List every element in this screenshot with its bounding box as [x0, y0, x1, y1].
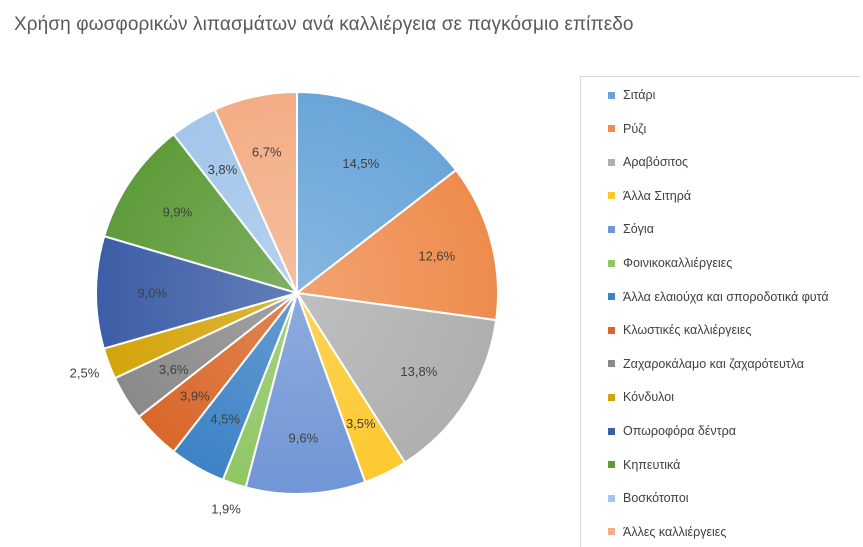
legend-item: Κλωστικές καλλιέργειες [608, 322, 751, 338]
pie-slice [213, 90, 298, 294]
data-label: 14,5% [342, 156, 379, 171]
data-label: 9,9% [163, 205, 193, 220]
legend-swatch [608, 293, 615, 301]
data-label: 12,6% [418, 249, 455, 264]
pie-slice [296, 90, 458, 296]
legend-swatch [608, 461, 615, 469]
legend-swatch [608, 427, 615, 435]
chart-legend: Σιτάρι Ρύζι Αραβόσιτος Άλλα Σιτηρά Σόγια Φοιν… [580, 76, 860, 547]
pie-slice [294, 291, 498, 464]
pie-slice [102, 132, 300, 295]
data-label: 9,6% [289, 431, 319, 446]
data-label: 13,8% [400, 364, 437, 379]
legend-label: Φοινικοκαλλιέργειες [623, 256, 733, 270]
data-label: 3,5% [346, 416, 376, 431]
legend-item: Άλλες καλλιέργειες [608, 524, 726, 540]
legend-item: Άλλα Σιτηρά [608, 188, 691, 204]
data-label: 6,7% [252, 144, 282, 159]
legend-item: Αραβόσιτος [608, 154, 688, 170]
legend-label: Κηπευτικά [623, 457, 681, 472]
legend-item: Κόνδυλοι [608, 389, 674, 405]
data-label: 2,5% [70, 366, 100, 381]
legend-swatch [608, 192, 615, 200]
legend-swatch [608, 360, 615, 368]
legend-label: Άλλα ελαιούχα και σποροδοτικά φυτά [623, 289, 829, 304]
legend-label: Κλωστικές καλλιέργειες [623, 323, 752, 338]
legend-swatch [608, 528, 615, 536]
data-label: 4,5% [210, 412, 240, 427]
legend-item: Άλλα ελαιούχα και σποροδοτικά φυτά [608, 289, 829, 305]
legend-swatch [608, 494, 615, 502]
pie-slice [294, 168, 499, 322]
pie-slice [95, 234, 301, 350]
pie-slice [244, 289, 367, 495]
legend-item: Βοσκότοποι [608, 490, 689, 506]
legend-label: Άλλες καλλιέργειες [623, 524, 727, 539]
legend-swatch [608, 393, 615, 401]
legend-item: Ζαχαροκάλαμο και ζαχαρότευτλα [608, 356, 804, 372]
legend-label: Άλλα Σιτηρά [623, 188, 692, 203]
legend-item: Οπωροφόρα δέντρα [608, 423, 736, 439]
legend-swatch [608, 91, 615, 99]
legend-item: Ρύζι [608, 121, 646, 137]
legend-item: Κηπευτικά [608, 457, 680, 473]
legend-item: Σόγια [608, 221, 654, 237]
legend-swatch [608, 125, 615, 133]
legend-swatch [608, 225, 615, 233]
data-label: 3,8% [208, 162, 238, 177]
legend-label: Ρύζι [623, 121, 647, 136]
legend-label: Σιτάρι [623, 88, 656, 102]
chart-title: Χρήση φωσφορικών λιπασμάτων ανά καλλιέργ… [14, 14, 634, 35]
legend-label: Ζαχαροκάλαμο και ζαχαρότευτλα [623, 356, 804, 371]
legend-label: Βοσκότοποι [623, 491, 689, 506]
legend-label: Αραβόσιτος [623, 155, 689, 170]
data-label: 1,9% [211, 502, 241, 517]
legend-swatch [608, 158, 615, 166]
legend-swatch [608, 259, 615, 267]
data-label: 9,0% [137, 286, 167, 301]
legend-item: Φοινικοκαλλιέργειες [608, 255, 732, 271]
legend-swatch [608, 326, 615, 334]
pie-chart: 14,5% 12,6% 13,8% 3,5% 9,6% 1,9% 4,5%3,9% 3,6% 2… [70, 90, 499, 517]
legend-label: Κόνδυλοι [623, 390, 674, 405]
legend-label: Οπωροφόρα δέντρα [623, 424, 736, 438]
legend-item: Σιτάρι [608, 87, 655, 103]
legend-label: Σόγια [623, 222, 654, 237]
data-label: 3,9% [180, 388, 210, 403]
data-label: 3,6% [159, 362, 189, 377]
